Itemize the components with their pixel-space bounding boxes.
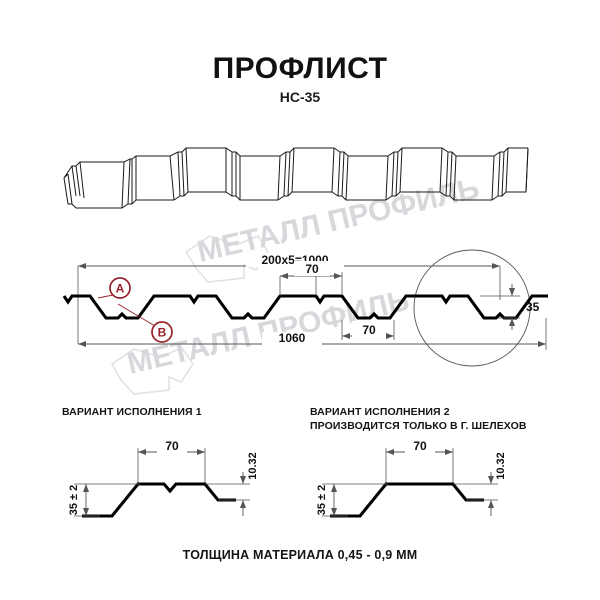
dimension-overall-width-label: 1060 [279,331,306,345]
variant-2-dimension-height: 35 ± 2 [316,483,388,517]
variant-2-dimension-width-label: 70 [413,439,427,453]
dimension-overall-width: 1060 [78,318,547,350]
variant-2-dimension-edge: 10.32 [453,452,507,516]
dimension-bottom-flange: 70 [341,320,395,340]
callout-a-letter: A [116,282,125,296]
dimension-height-label: 35 [526,300,540,314]
watermark-logo-bottom [110,347,194,395]
callout-b: B [117,303,173,343]
model-subtitle: НС-35 [279,89,321,105]
material-thickness-note: ТОЛЩИНА МАТЕРИАЛА 0,45 - 0,9 ММ [182,548,418,562]
dimension-bottom-flange-label: 70 [362,323,376,337]
variant-1-dimension-height: 35 ± 2 [68,483,140,517]
variant-2-heading-line2: ПРОИЗВОДИТСЯ ТОЛЬКО В Г. ШЕЛЕХОВ [310,419,527,432]
page-title: ПРОФЛИСТ [212,52,388,85]
detail-circle [413,249,531,367]
dimension-top-flange-label: 70 [305,262,319,276]
callout-a: A [97,277,131,299]
dimension-top-flange: 70 [279,261,343,296]
variant-2-dimension-width: 70 [385,438,454,484]
variant-1-heading: ВАРИАНТ ИСПОЛНЕНИЯ 1 [62,406,202,420]
variant-2-drawing: 70 35 ± 2 10.32 [316,438,507,518]
variant-1-profile [82,482,236,518]
variant-1-drawing: 70 35 ± 2 10.32 [68,438,259,518]
variant-2-profile [330,482,484,518]
variant-2-dimension-edge-label: 10.32 [495,452,507,480]
variant-1-dimension-width: 70 [137,438,206,484]
variant-1-dimension-edge: 10.32 [205,452,259,516]
watermark-logo-top [184,235,269,283]
variant-2-heading-line1: ВАРИАНТ ИСПОЛНЕНИЯ 2 [310,406,450,418]
variant-1-dimension-width-label: 70 [165,439,179,453]
profile-waveform [62,294,548,320]
dimension-height: 35 [480,284,540,330]
callout-b-letter: B [158,326,167,340]
variant-1-dimension-edge-label: 10.32 [247,452,259,480]
isometric-profiled-sheet [63,147,529,209]
variant-2-dimension-height-label: 35 ± 2 [316,485,328,516]
cross-section-drawing: 200x5=1000 70 70 [62,249,548,367]
variant-2-heading: ВАРИАНТ ИСПОЛНЕНИЯ 2 ПРОИЗВОДИТСЯ ТОЛЬКО… [310,406,527,433]
variant-1-dimension-height-label: 35 ± 2 [68,485,80,516]
variant-1-heading-line1: ВАРИАНТ ИСПОЛНЕНИЯ 1 [62,406,202,418]
